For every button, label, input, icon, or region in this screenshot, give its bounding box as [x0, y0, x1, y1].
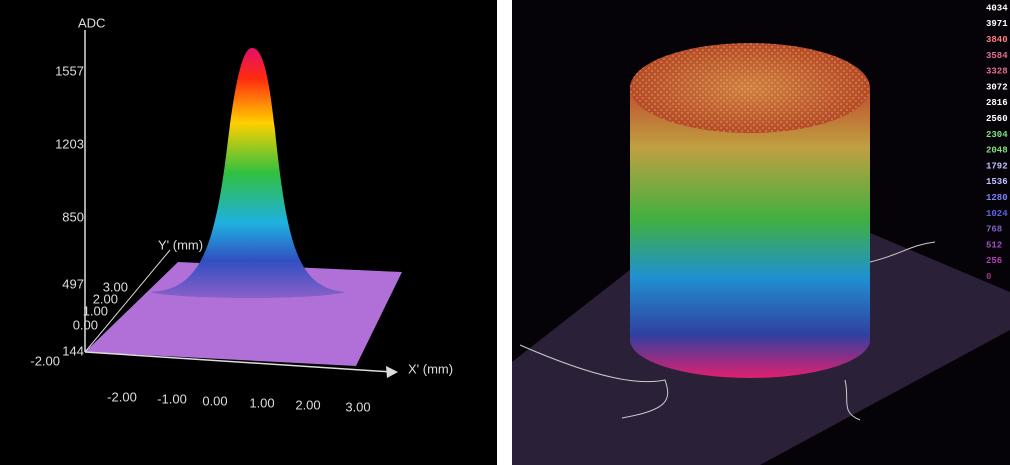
scale-label: 2048 [986, 146, 1008, 156]
profile-line [519, 344, 669, 419]
scale-label: 3072 [986, 82, 1008, 92]
gaussian-peak [150, 48, 345, 298]
scale-label: 0 [986, 272, 991, 282]
z-tick-label: 497 [62, 276, 84, 291]
scale-label: 3328 [986, 67, 1008, 77]
x-tick-label: 0.00 [202, 393, 227, 408]
y-tick-label: 1.00 [83, 303, 108, 318]
flat-top-cylinder [630, 90, 870, 378]
scale-label: 256 [986, 256, 1002, 266]
z-tick-label: 850 [62, 209, 84, 224]
z-axis-label: ADC [78, 15, 105, 30]
z-tick-label: 144 [62, 343, 84, 358]
scale-label: 1280 [986, 193, 1008, 203]
scale-label: 2304 [986, 130, 1008, 140]
profile-line [844, 241, 936, 421]
x-axis-label: X' (mm) [408, 361, 453, 376]
x-axis-line [84, 351, 393, 373]
x-tick-label: -1.00 [157, 391, 187, 406]
cylinder-top-noise [630, 43, 870, 133]
scale-label: 2816 [986, 98, 1008, 108]
scale-label: 768 [986, 225, 1002, 235]
scale-label: 1024 [986, 209, 1008, 219]
scale-label: 3971 [986, 19, 1008, 29]
y-tick-label: 2.00 [93, 291, 118, 306]
y-axis-label: Y' (mm) [158, 237, 203, 252]
scale-label: 3584 [986, 51, 1008, 61]
x-tick-label: 1.00 [249, 395, 274, 410]
scale-label: 512 [986, 240, 1002, 250]
y-tick-label: 0.00 [73, 317, 98, 332]
x-axis-arrow [386, 366, 398, 378]
y-axis-line [84, 249, 171, 353]
x-tick-label: -2.00 [107, 389, 137, 404]
scale-label: 1792 [986, 161, 1008, 171]
scale-label: 1536 [986, 177, 1008, 187]
x-tick-label: 2.00 [295, 397, 320, 412]
scale-label: 4034 [986, 3, 1008, 13]
y-tick-label: 3.00 [103, 279, 128, 294]
scale-label: 2560 [986, 114, 1008, 124]
x-tick-label: 3.00 [345, 399, 370, 414]
scale-label: 3840 [986, 35, 1008, 45]
z-tick-label: 1557 [55, 63, 84, 78]
y-tick-label: -2.00 [30, 353, 60, 368]
z-tick-label: 1203 [55, 136, 84, 151]
